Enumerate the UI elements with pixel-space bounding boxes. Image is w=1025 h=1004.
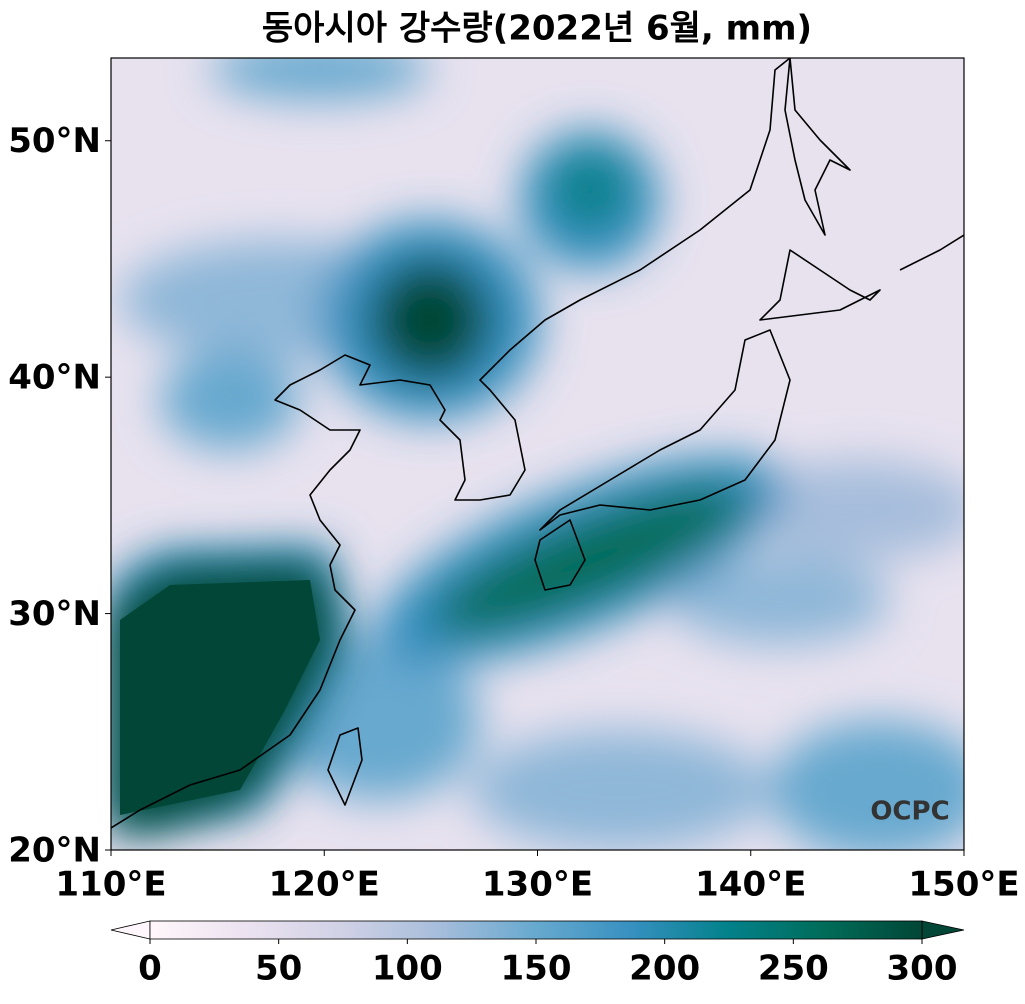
colorbar-extend-low [110,920,151,940]
x-tick-label: 140°E [695,865,806,905]
colorbar-extend-high [921,920,965,940]
colorbar-tick-label: 150 [501,949,572,989]
colorbar-tick-label: 0 [138,949,162,989]
colorbar-tick-label: 300 [887,949,958,989]
x-tick-label: 150°E [908,865,1019,905]
colorbar-tick-label: 50 [255,949,302,989]
y-tick-label: 30°N [8,594,101,634]
colorbar-tick-label: 200 [629,949,700,989]
logo: OCPC [870,797,949,827]
colorbar-tick-label: 250 [758,949,829,989]
y-tick-label: 50°N [8,121,101,161]
y-tick-label: 40°N [8,358,101,398]
colorbar-tick-label: 100 [372,949,443,989]
precipitation-field [111,58,964,850]
x-tick-label: 130°E [482,865,593,905]
coastlines [111,58,964,829]
x-tick-label: 110°E [55,865,166,905]
y-tick-label: 20°N [8,831,101,871]
colorbar [149,920,923,940]
map-title: 동아시아 강수량(2022년 6월, mm) [262,9,812,49]
x-tick-label: 120°E [269,865,380,905]
